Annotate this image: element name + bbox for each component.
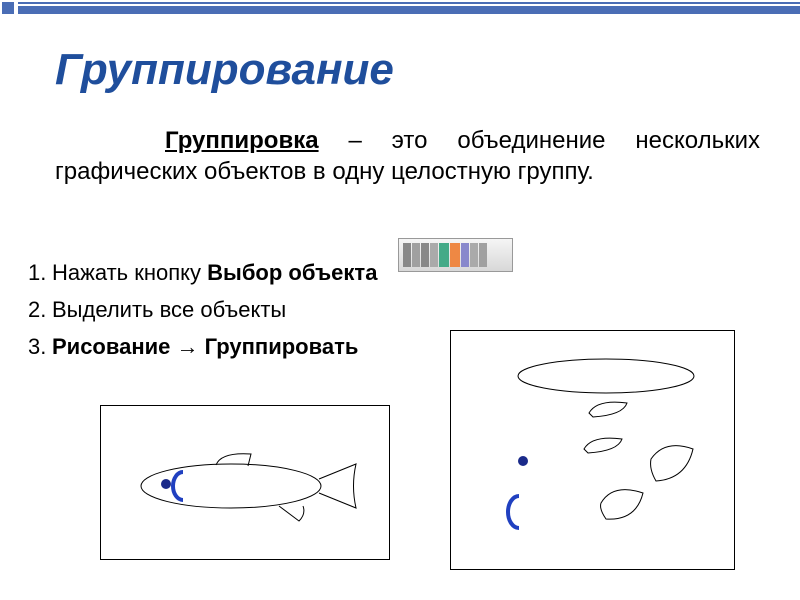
steps-list: 1.Нажать кнопку Выбор объекта 2.Выделить… [28, 255, 377, 367]
fish-drawing [101, 406, 391, 561]
parts-drawing [451, 331, 736, 571]
fish-gill-arc [173, 472, 183, 500]
step-1: 1.Нажать кнопку Выбор объекта [28, 255, 377, 290]
toolbar-icon [430, 243, 438, 267]
step-text: Нажать кнопку [52, 260, 207, 285]
border-thick-line [18, 6, 800, 14]
toolbar-icon [439, 243, 449, 267]
decorative-top-border [0, 0, 800, 20]
step-2: 2.Выделить все объекты [28, 292, 377, 327]
step-3: 3.Рисование → Группировать [28, 329, 377, 364]
step-number: 2. [28, 292, 52, 327]
definition-text: – это объединение нескольких графических… [55, 127, 760, 185]
part-fin-3 [651, 446, 693, 481]
toolbar-icon [450, 243, 460, 267]
part-body-ellipse [518, 359, 694, 393]
part-fin-1 [589, 402, 627, 417]
part-eye [518, 456, 528, 466]
toolbar-icon [403, 243, 411, 267]
part-gill-arc [508, 496, 519, 528]
page-title: Группирование [55, 45, 394, 95]
grouped-fish-box [100, 405, 390, 560]
part-fin-2 [584, 438, 622, 453]
border-square [2, 2, 14, 14]
step-bold: Рисование → Группировать [52, 334, 358, 359]
step-text: Выделить все объекты [52, 297, 286, 322]
part-fin-4 [601, 490, 643, 519]
border-thin-line [18, 2, 800, 4]
toolbar-icon [421, 243, 429, 267]
toolbar-icon [412, 243, 420, 267]
definition-paragraph: Группировка – это объединение нескольких… [55, 125, 760, 187]
definition-term: Группировка [165, 127, 319, 154]
step-bold: Выбор объекта [207, 260, 377, 285]
toolbar-icon [461, 243, 469, 267]
step-number: 3. [28, 329, 52, 364]
step-number: 1. [28, 255, 52, 290]
toolbar-image [398, 238, 513, 272]
toolbar-icon [479, 243, 487, 267]
ungrouped-parts-box [450, 330, 735, 570]
fish-bottom-fin [279, 506, 304, 521]
fish-tail [319, 464, 356, 508]
fish-eye [161, 479, 171, 489]
toolbar-icon [470, 243, 478, 267]
